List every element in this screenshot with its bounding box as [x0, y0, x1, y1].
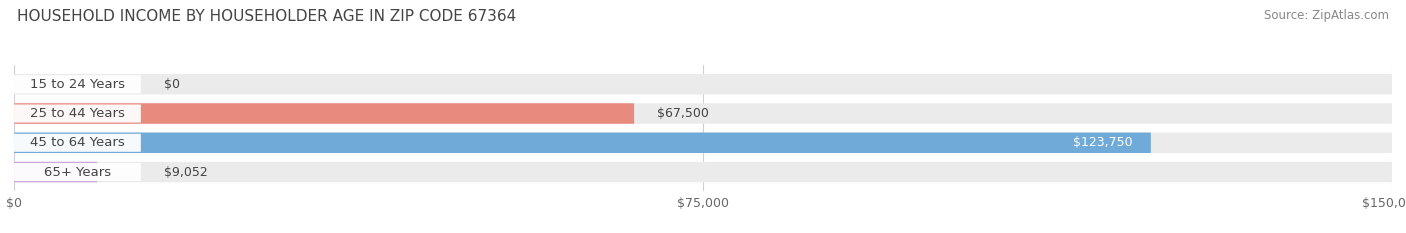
Text: 65+ Years: 65+ Years	[44, 165, 111, 178]
FancyBboxPatch shape	[14, 103, 1392, 124]
FancyBboxPatch shape	[14, 163, 141, 181]
FancyBboxPatch shape	[14, 105, 141, 123]
Text: $9,052: $9,052	[163, 165, 208, 178]
Text: HOUSEHOLD INCOME BY HOUSEHOLDER AGE IN ZIP CODE 67364: HOUSEHOLD INCOME BY HOUSEHOLDER AGE IN Z…	[17, 9, 516, 24]
FancyBboxPatch shape	[14, 162, 1392, 182]
FancyBboxPatch shape	[14, 134, 141, 152]
Text: 15 to 24 Years: 15 to 24 Years	[30, 78, 125, 91]
FancyBboxPatch shape	[14, 74, 1392, 95]
Text: $67,500: $67,500	[657, 107, 709, 120]
Text: 45 to 64 Years: 45 to 64 Years	[30, 136, 125, 149]
FancyBboxPatch shape	[14, 133, 1150, 153]
Text: $0: $0	[163, 78, 180, 91]
FancyBboxPatch shape	[14, 103, 634, 124]
Text: 25 to 44 Years: 25 to 44 Years	[30, 107, 125, 120]
Text: $123,750: $123,750	[1073, 136, 1132, 149]
FancyBboxPatch shape	[14, 133, 1392, 153]
FancyBboxPatch shape	[14, 75, 141, 93]
FancyBboxPatch shape	[14, 162, 97, 182]
Text: Source: ZipAtlas.com: Source: ZipAtlas.com	[1264, 9, 1389, 22]
